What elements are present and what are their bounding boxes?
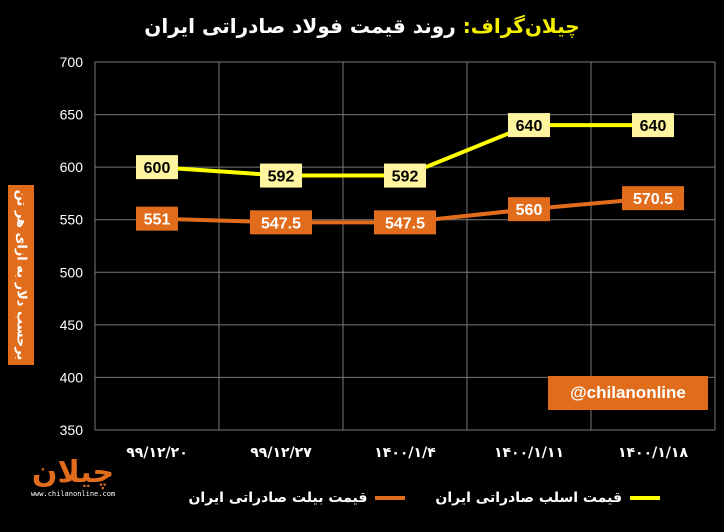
legend-line-billet: [375, 496, 406, 500]
data-label-1-3: 560: [516, 202, 543, 219]
data-label-0-4: 640: [640, 118, 667, 135]
x-tick-label-0: ۹۹/۱۲/۲۰: [126, 445, 188, 461]
data-label-box-1-3: [508, 197, 550, 222]
logo-website: www.chilanonline.com: [30, 490, 116, 498]
data-label-0-2: 592: [392, 169, 419, 186]
legend-item-billet: قیمت بیلت صادراتی ایران: [188, 490, 406, 506]
data-label-box-0-1: [260, 163, 302, 188]
logo-mark: چیلان: [31, 455, 115, 490]
brand-label: چیلان‌گراف:: [462, 14, 580, 38]
data-label-1-2: 547.5: [385, 215, 425, 232]
legend-label-billet: قیمت بیلت صادراتی ایران: [188, 490, 368, 506]
y-tick-label-2: 450: [60, 317, 84, 333]
y-tick-label-5: 600: [60, 159, 84, 175]
y-tick-label-3: 500: [60, 264, 84, 280]
y-axis-label-box: برحسب دلار به ازای هر تن: [8, 185, 34, 365]
x-tick-label-3: ۱۴۰۰/۱/۱۱: [494, 445, 564, 461]
legend-item-slab: قیمت اسلب صادراتی ایران: [435, 490, 660, 506]
x-tick-label-2: ۱۴۰۰/۱/۴: [374, 445, 436, 461]
data-label-box-1-4: [622, 186, 684, 211]
data-label-box-1-1: [250, 210, 312, 235]
data-label-box-0-3: [508, 113, 550, 138]
legend-label-slab: قیمت اسلب صادراتی ایران: [435, 490, 622, 506]
y-tick-label-4: 550: [60, 212, 84, 228]
data-label-box-1-0: [136, 206, 178, 231]
y-tick-label-6: 650: [60, 107, 84, 123]
data-label-1-0: 551: [144, 212, 171, 229]
data-label-box-0-4: [632, 113, 674, 138]
legend: قیمت اسلب صادراتی ایران قیمت بیلت صادرات…: [180, 486, 660, 510]
y-axis-label: برحسب دلار به ازای هر تن: [13, 189, 29, 361]
brand-logo: چیلان www.chilanonline.com: [14, 456, 132, 516]
data-label-0-0: 600: [144, 160, 171, 177]
legend-line-slab: [630, 496, 660, 500]
data-label-1-4: 570.5: [633, 191, 673, 208]
data-label-0-3: 640: [516, 118, 543, 135]
data-label-box-1-2: [374, 210, 436, 235]
x-tick-label-1: ۹۹/۱۲/۲۷: [250, 445, 312, 461]
y-tick-label-7: 700: [60, 54, 84, 70]
chart-title: چیلان‌گراف: روند قیمت فولاد صادراتی ایرا…: [0, 8, 724, 44]
data-label-box-0-0: [136, 155, 178, 180]
title-text: روند قیمت فولاد صادراتی ایران: [144, 14, 456, 38]
data-label-1-1: 547.5: [261, 215, 301, 232]
social-handle: @chilanonline: [548, 376, 708, 410]
data-label-0-1: 592: [268, 169, 295, 186]
data-label-box-0-2: [384, 163, 426, 188]
x-tick-label-4: ۱۴۰۰/۱/۱۸: [618, 445, 688, 461]
y-tick-label-0: 350: [60, 422, 84, 438]
y-tick-label-1: 400: [60, 369, 84, 385]
